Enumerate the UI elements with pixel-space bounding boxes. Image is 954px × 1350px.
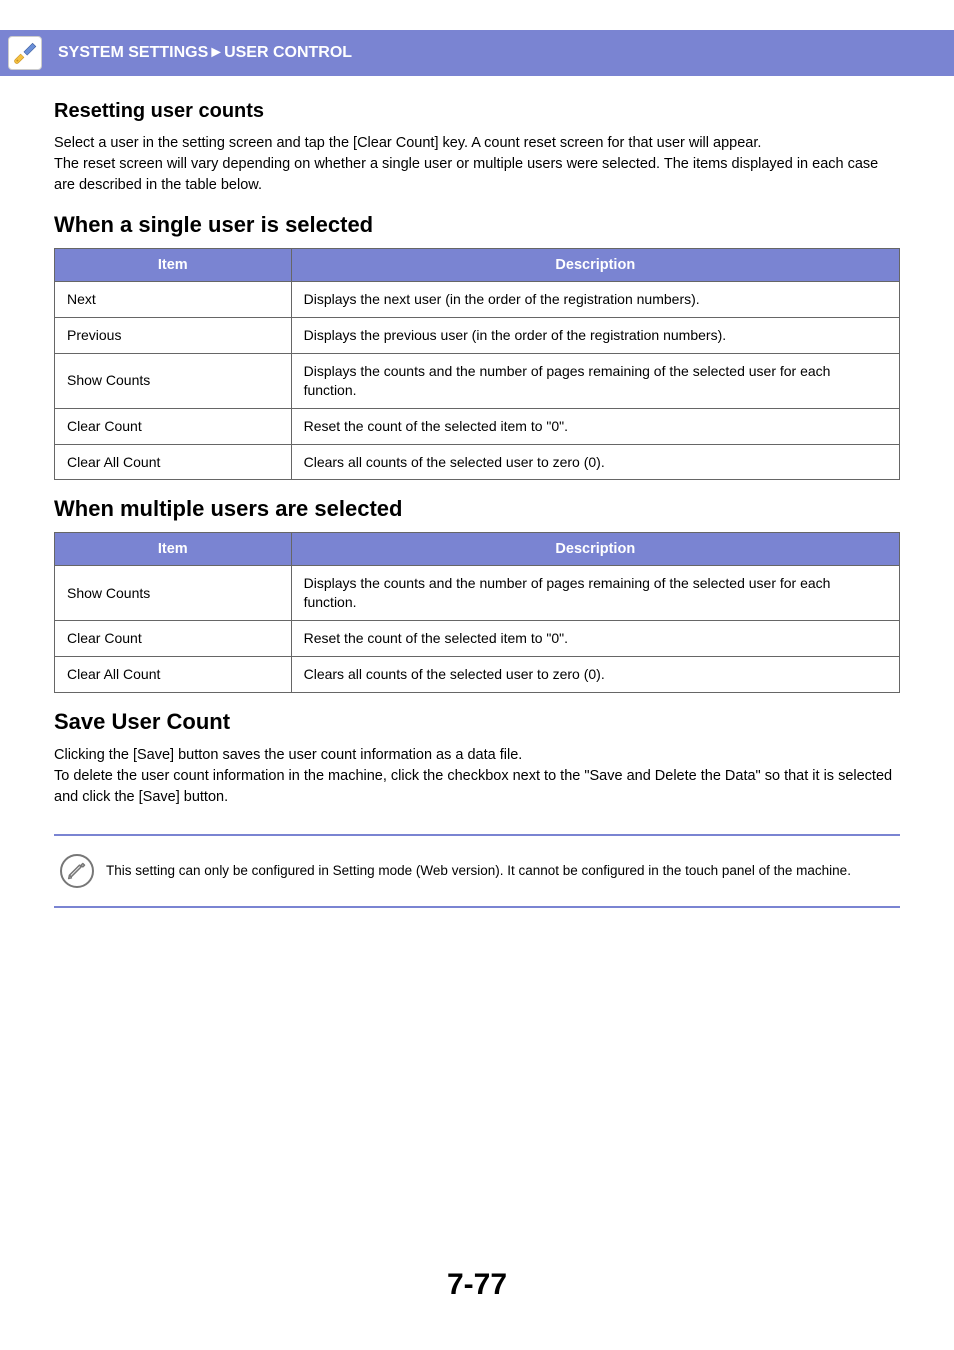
cell-item: Show Counts [55, 566, 292, 621]
cell-desc: Clears all counts of the selected user t… [291, 657, 899, 693]
cell-desc: Displays the counts and the number of pa… [291, 566, 899, 621]
breadcrumb: SYSTEM SETTINGS►USER CONTROL [58, 44, 352, 62]
cell-item: Clear Count [55, 621, 292, 657]
table-header-row: Item Description [55, 249, 900, 282]
cell-item: Clear All Count [55, 657, 292, 693]
cell-item: Previous [55, 317, 292, 353]
table-row: Clear All Count Clears all counts of the… [55, 444, 900, 480]
col-header-description: Description [291, 533, 899, 566]
cell-desc: Displays the next user (in the order of … [291, 282, 899, 318]
section-para-resetting: Select a user in the setting screen and … [54, 133, 900, 196]
page-number: 7-77 [0, 1268, 954, 1332]
cell-desc: Displays the previous user (in the order… [291, 317, 899, 353]
table-header-row: Item Description [55, 533, 900, 566]
single-user-table: Item Description Next Displays the next … [54, 248, 900, 480]
pencil-icon [60, 854, 94, 888]
cell-item: Clear Count [55, 408, 292, 444]
col-header-description: Description [291, 249, 899, 282]
multiple-users-table: Item Description Show Counts Displays th… [54, 532, 900, 693]
cell-desc: Displays the counts and the number of pa… [291, 353, 899, 408]
col-header-item: Item [55, 533, 292, 566]
section-title-save-user-count: Save User Count [54, 709, 900, 735]
cell-desc: Reset the count of the selected item to … [291, 621, 899, 657]
cell-item: Next [55, 282, 292, 318]
section-para-save-user-count: Clicking the [Save] button saves the use… [54, 745, 900, 808]
table-row: Clear All Count Clears all counts of the… [55, 657, 900, 693]
cell-desc: Clears all counts of the selected user t… [291, 444, 899, 480]
cell-item: Show Counts [55, 353, 292, 408]
tools-icon [8, 36, 42, 70]
page-content: Resetting user counts Select a user in t… [0, 76, 954, 908]
section-title-multiple-users: When multiple users are selected [54, 496, 900, 522]
section-title-resetting: Resetting user counts [54, 100, 900, 123]
table-row: Next Displays the next user (in the orde… [55, 282, 900, 318]
col-header-item: Item [55, 249, 292, 282]
note-callout: This setting can only be configured in S… [54, 834, 900, 908]
table-row: Show Counts Displays the counts and the … [55, 353, 900, 408]
table-row: Show Counts Displays the counts and the … [55, 566, 900, 621]
header-bar: SYSTEM SETTINGS►USER CONTROL [0, 30, 954, 76]
table-row: Clear Count Reset the count of the selec… [55, 621, 900, 657]
table-row: Clear Count Reset the count of the selec… [55, 408, 900, 444]
note-text: This setting can only be configured in S… [106, 862, 851, 881]
cell-desc: Reset the count of the selected item to … [291, 408, 899, 444]
table-row: Previous Displays the previous user (in … [55, 317, 900, 353]
cell-item: Clear All Count [55, 444, 292, 480]
section-title-single-user: When a single user is selected [54, 212, 900, 238]
